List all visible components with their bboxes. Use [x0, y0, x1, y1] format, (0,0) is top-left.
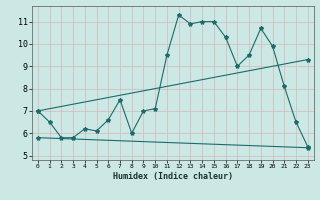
X-axis label: Humidex (Indice chaleur): Humidex (Indice chaleur) [113, 172, 233, 181]
